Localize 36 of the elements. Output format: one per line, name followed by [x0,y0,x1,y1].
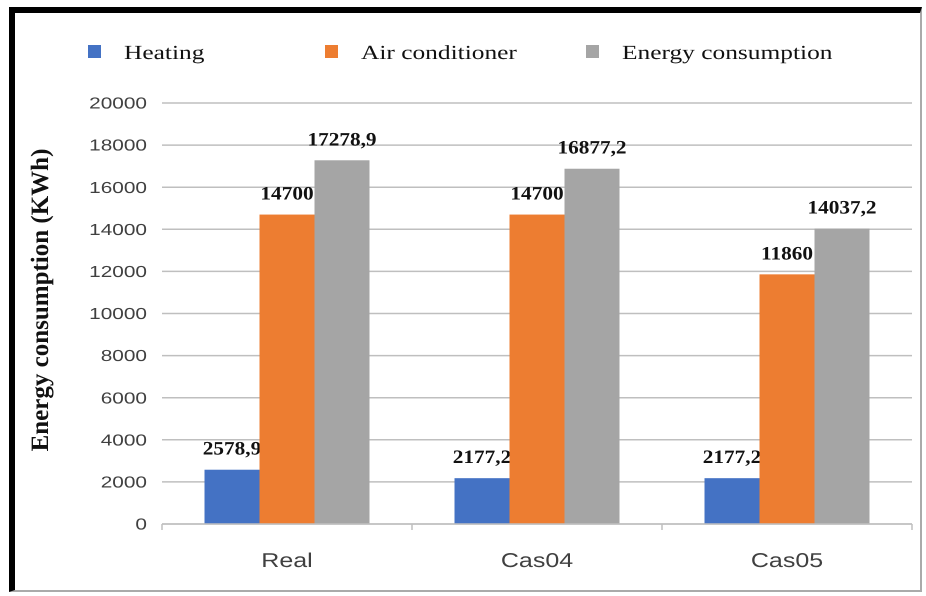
y-axis-title: Energy consumption (KWh) [27,148,54,452]
data-label: 16877,2 [557,138,627,158]
y-tick-label: 14000 [89,220,147,238]
bar [704,478,760,524]
data-label: 2177,2 [452,447,512,468]
y-tick-label: 20000 [89,94,147,112]
bar [314,160,370,524]
y-tick-label: 4000 [100,430,147,449]
legend-label: Heating [124,42,204,64]
data-label: 2578,9 [202,438,262,460]
data-label: 11860 [761,243,813,264]
legend-label: Air conditioner [361,42,518,64]
y-tick-label: 16000 [89,178,147,196]
bar [814,228,870,524]
data-label: 2177,2 [702,447,762,468]
data-label: 14700 [260,184,314,204]
x-tick-label: Cas05 [750,549,824,572]
data-label: 17278,9 [307,129,377,150]
y-tick-label: 12000 [89,262,147,280]
bar [760,274,814,524]
y-tick-label: 10000 [89,304,147,323]
bar [204,470,260,524]
x-tick-label: Cas04 [500,549,574,572]
data-label: 14037,2 [807,198,877,218]
bar [510,214,564,524]
x-tick-label: Real [261,549,313,572]
y-tick-label: 2000 [100,472,147,491]
bar [564,168,620,524]
data-label: 14700 [510,184,564,204]
bar [454,478,510,524]
y-tick-label: 0 [135,514,147,534]
y-tick-label: 8000 [100,346,147,365]
legend-label: Energy consumption [622,42,834,64]
y-tick-label: 6000 [100,388,147,407]
bar [260,214,314,524]
y-tick-label: 18000 [89,136,147,154]
